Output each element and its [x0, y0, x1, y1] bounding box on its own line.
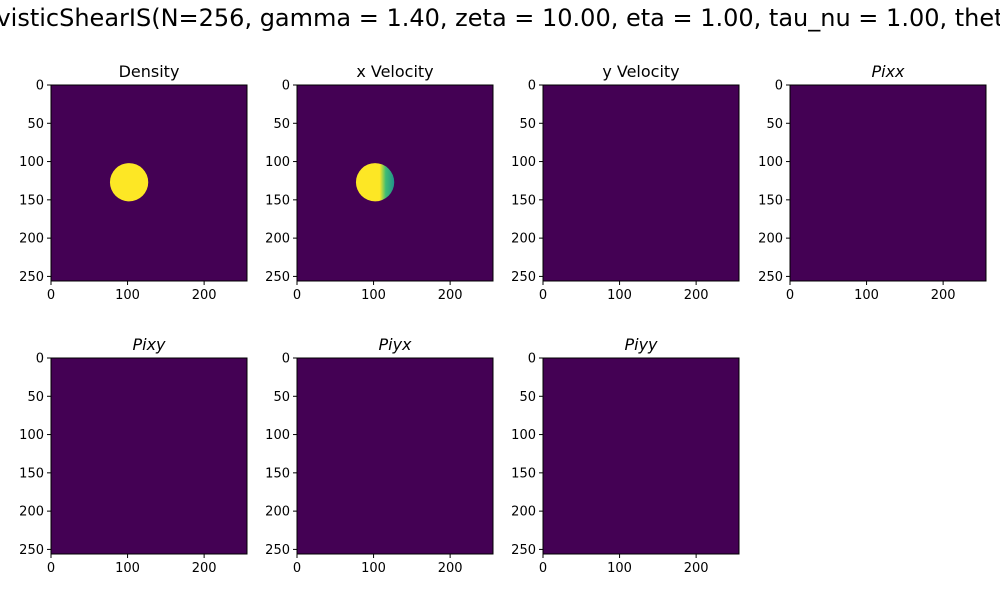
x-tick-label: 100 — [607, 561, 632, 576]
x-tick-label: 0 — [539, 288, 547, 303]
axes-frame — [296, 357, 494, 555]
heatmap-field — [51, 85, 247, 281]
y-tick-label: 150 — [511, 466, 536, 481]
x-tick-label: 0 — [786, 288, 794, 303]
y-tick-label: 100 — [511, 428, 536, 443]
y-tick-label: 150 — [19, 193, 44, 208]
y-tick-label: 50 — [519, 117, 536, 132]
y-tick-label: 50 — [273, 390, 290, 405]
x-tick-label: 200 — [192, 561, 217, 576]
y-tick-label: 150 — [19, 466, 44, 481]
axes-frame — [50, 357, 248, 555]
y-tick-label: 100 — [511, 155, 536, 170]
heatmap-field — [543, 85, 739, 281]
y-tick-label: 100 — [19, 155, 44, 170]
y-tick-label: 0 — [36, 352, 44, 367]
x-tick-label: 200 — [438, 288, 463, 303]
y-tick-label: 250 — [511, 543, 536, 558]
y-tick-label: 200 — [265, 232, 290, 247]
y-tick-label: 200 — [511, 232, 536, 247]
heatmap-field — [790, 85, 986, 281]
panel-title: y Velocity — [602, 62, 679, 81]
y-tick-label: 150 — [265, 193, 290, 208]
panel-piyy: Piyy 0 100 200 0 50 100 150 200 250 — [511, 335, 740, 576]
y-tick-label: 100 — [19, 428, 44, 443]
x-tick-label: 0 — [293, 561, 301, 576]
panel-title: Piyy — [624, 335, 658, 354]
axes-frame — [50, 84, 248, 282]
x-tick-label: 0 — [293, 288, 301, 303]
y-tick-label: 250 — [19, 543, 44, 558]
axes-frame — [296, 84, 494, 282]
panel-title: Piyx — [378, 335, 412, 354]
heatmap-disk — [355, 163, 395, 202]
y-tick-label: 250 — [511, 270, 536, 285]
y-tick-label: 150 — [511, 193, 536, 208]
panel-pixy: Pixy 0 100 200 0 50 100 150 200 250 — [19, 335, 248, 576]
y-tick-label: 250 — [19, 270, 44, 285]
panel-y-velocity: y Velocity 0 100 200 0 50 100 150 200 250 — [511, 62, 740, 303]
axes-frame — [542, 84, 740, 282]
y-tick-label: 150 — [758, 193, 783, 208]
axes-frame — [542, 357, 740, 555]
x-tick-label: 200 — [931, 288, 956, 303]
x-tick-label: 200 — [684, 288, 709, 303]
y-tick-label: 50 — [273, 117, 290, 132]
y-tick-label: 0 — [282, 79, 290, 94]
panel-title: Pixx — [871, 62, 905, 81]
y-tick-label: 250 — [758, 270, 783, 285]
y-tick-label: 0 — [528, 352, 536, 367]
y-tick-label: 0 — [282, 352, 290, 367]
y-tick-label: 200 — [19, 505, 44, 520]
axes-frame — [789, 84, 987, 282]
x-tick-label: 200 — [192, 288, 217, 303]
x-tick-label: 0 — [47, 561, 55, 576]
y-tick-label: 50 — [766, 117, 783, 132]
y-tick-label: 0 — [36, 79, 44, 94]
panel-title: Density — [119, 62, 180, 81]
y-tick-label: 100 — [265, 155, 290, 170]
y-tick-label: 0 — [775, 79, 783, 94]
y-tick-label: 0 — [528, 79, 536, 94]
y-tick-label: 100 — [265, 428, 290, 443]
y-tick-label: 50 — [27, 390, 44, 405]
x-tick-label: 0 — [539, 561, 547, 576]
y-tick-label: 50 — [27, 117, 44, 132]
panel-piyx: Piyx 0 100 200 0 50 100 150 200 250 — [265, 335, 494, 576]
y-tick-label: 200 — [265, 505, 290, 520]
x-tick-label: 100 — [854, 288, 879, 303]
y-tick-label: 200 — [758, 232, 783, 247]
x-tick-label: 200 — [684, 561, 709, 576]
heatmap-disk — [109, 163, 149, 202]
figure-suptitle: visticShearIS(N=256, gamma = 1.40, zeta … — [0, 4, 1000, 32]
panel-pixx: Pixx 0 100 200 0 50 100 150 200 250 — [758, 62, 987, 303]
panel-title: Pixy — [132, 335, 166, 354]
x-tick-label: 100 — [361, 561, 386, 576]
panel-x-velocity: x Velocity 0 100 200 0 50 100 150 200 250 — [265, 62, 494, 303]
x-tick-label: 100 — [607, 288, 632, 303]
panel-density: Density 0 100 200 0 50 100 150 200 250 — [19, 62, 248, 303]
x-tick-label: 100 — [361, 288, 386, 303]
y-tick-label: 200 — [19, 232, 44, 247]
panel-title: x Velocity — [356, 62, 433, 81]
heatmap-field — [297, 85, 493, 281]
y-tick-label: 100 — [758, 155, 783, 170]
y-tick-label: 200 — [511, 505, 536, 520]
heatmap-field — [51, 358, 247, 554]
y-tick-label: 250 — [265, 543, 290, 558]
x-tick-label: 200 — [438, 561, 463, 576]
x-tick-label: 0 — [47, 288, 55, 303]
heatmap-field — [543, 358, 739, 554]
x-tick-label: 100 — [115, 288, 140, 303]
x-tick-label: 100 — [115, 561, 140, 576]
heatmap-field — [297, 358, 493, 554]
y-tick-label: 150 — [265, 466, 290, 481]
y-tick-label: 250 — [265, 270, 290, 285]
y-tick-label: 50 — [519, 390, 536, 405]
